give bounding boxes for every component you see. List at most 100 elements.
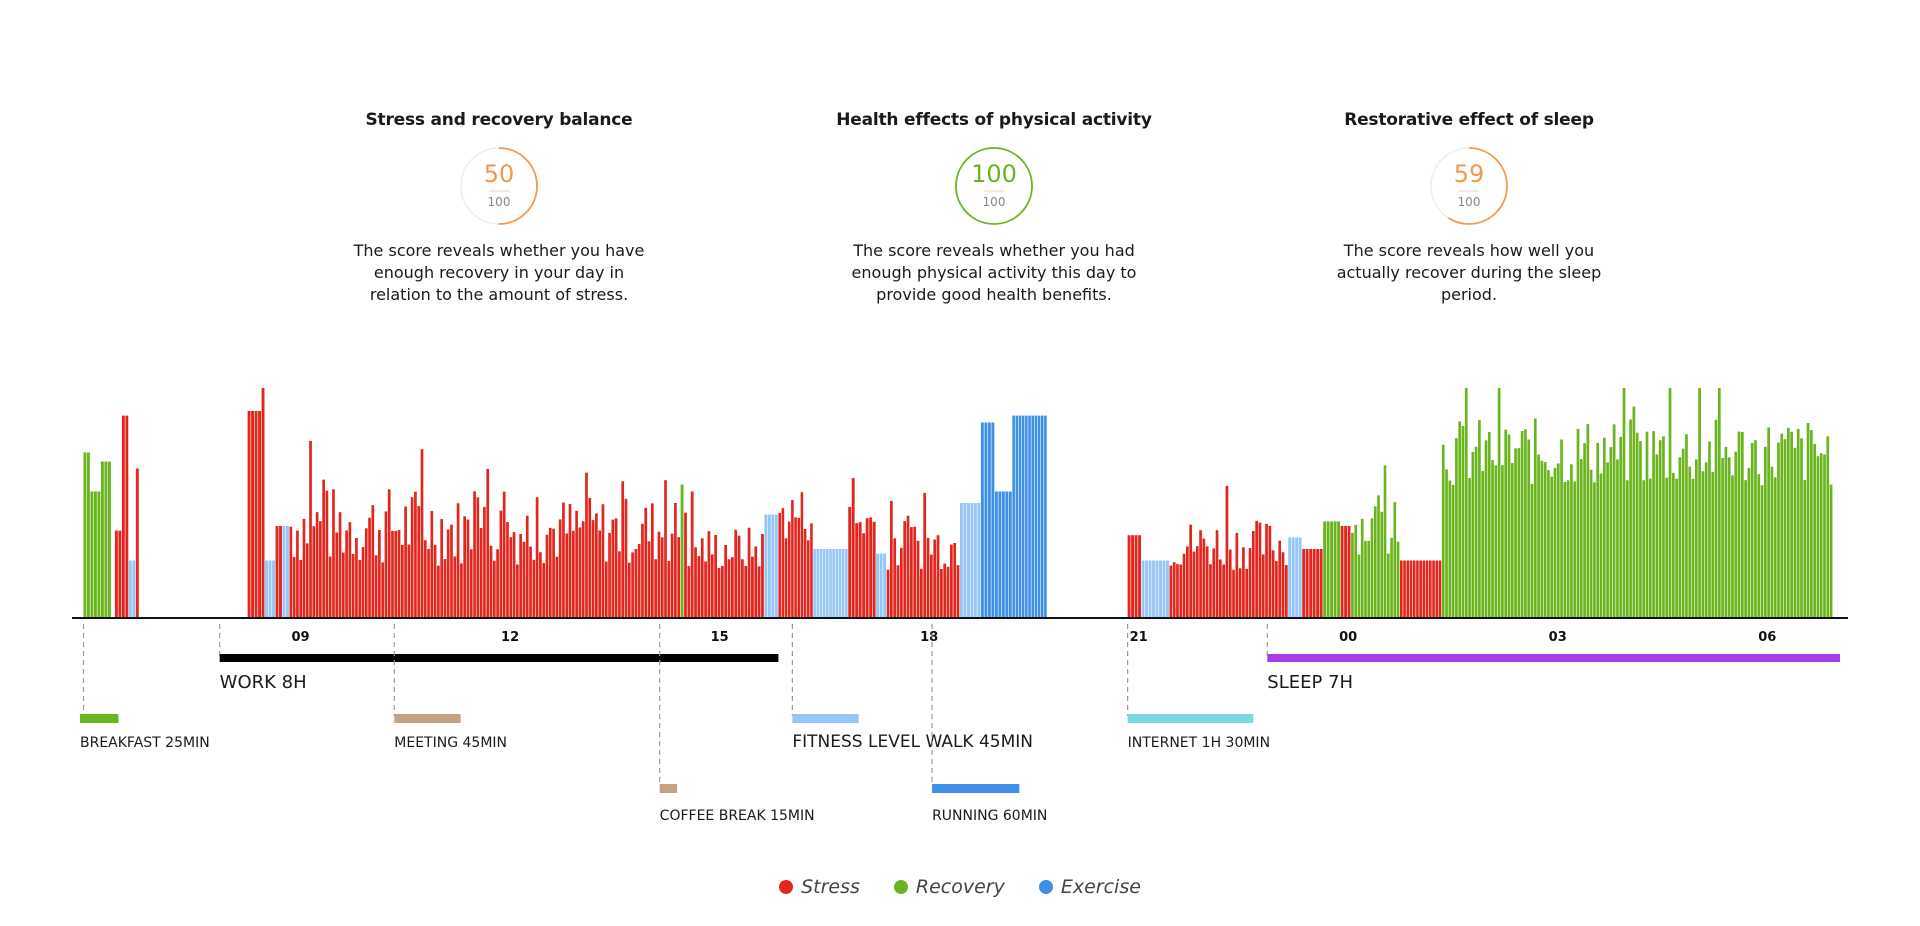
stress-bar <box>296 530 299 618</box>
recovery-bar <box>1326 521 1330 618</box>
stress-bar <box>1138 535 1141 618</box>
stress-bar <box>1238 568 1242 618</box>
recovery-bar <box>1796 428 1800 618</box>
stress-bar <box>900 547 903 618</box>
stress-bar <box>397 529 401 618</box>
recovery-bar <box>1652 431 1655 618</box>
gauge-arc <box>955 147 1033 225</box>
event-duration-bar <box>792 714 859 723</box>
recovery-bar <box>1458 421 1462 618</box>
recovery-bar <box>1635 432 1639 618</box>
recovery-bar <box>1497 388 1501 618</box>
stress-bar <box>578 527 582 618</box>
light-bar <box>835 549 839 618</box>
recovery-bar <box>1563 482 1567 618</box>
x-tick-label: 09 <box>292 630 310 645</box>
recovery-bar <box>1826 436 1830 618</box>
recovery-bar <box>1445 469 1448 618</box>
stress-bar <box>903 521 907 618</box>
stress-bar <box>784 538 788 618</box>
stress-bar <box>1222 564 1225 618</box>
gauge-arc <box>1430 147 1508 225</box>
recovery-bar <box>1556 463 1560 618</box>
legend-label: Exercise <box>1060 876 1141 898</box>
light-bar <box>1295 537 1299 618</box>
stress-bar <box>351 553 355 618</box>
light-bar <box>832 549 835 618</box>
stress-bar <box>869 517 873 618</box>
stress-bar <box>595 513 598 618</box>
light-bar <box>963 503 967 618</box>
stress-bar <box>865 518 869 618</box>
recovery-bar <box>1787 427 1790 618</box>
stress-bar <box>641 523 644 618</box>
recovery-bar <box>1619 436 1623 618</box>
stress-bar <box>565 533 569 618</box>
stress-bar <box>358 559 362 618</box>
stress-bar <box>400 544 404 618</box>
stress-bar <box>289 526 293 618</box>
daily-timeline-chart: 09 12 15 18 21 00 03 06 WORK 8H SLEEP 7H BREAKFAST… <box>72 388 1848 824</box>
stress-bar <box>1182 553 1186 618</box>
light-bar <box>845 549 848 618</box>
stress-bar <box>627 562 631 618</box>
event-duration-bar <box>932 784 1020 793</box>
stress-bar <box>509 537 513 618</box>
recovery-bar <box>1333 521 1337 618</box>
exercise-bar <box>1037 415 1041 618</box>
stress-bar <box>1432 560 1435 618</box>
stress-bar <box>741 559 744 618</box>
stress-bar <box>1416 560 1419 618</box>
stress-bar <box>851 478 855 618</box>
recovery-bar <box>1364 540 1367 618</box>
stress-bar <box>1255 520 1258 618</box>
score-max: 100 <box>1458 195 1481 209</box>
recovery-bar <box>1783 439 1787 618</box>
recovery-bar <box>1622 388 1626 618</box>
recovery-bar <box>1648 478 1652 618</box>
card-title: Stress and recovery balance <box>365 110 633 130</box>
light-bar <box>1155 560 1159 618</box>
stress-bar <box>855 523 859 618</box>
recovery-bar <box>1708 441 1711 618</box>
recovery-bar <box>1527 439 1531 618</box>
stress-bar <box>299 559 303 618</box>
legend-label: Recovery <box>915 876 1005 898</box>
recovery-bar <box>1616 459 1619 618</box>
stress-bar <box>737 535 741 618</box>
stress-bar <box>727 559 731 618</box>
light-bar <box>841 549 845 618</box>
stress-bar <box>910 527 913 618</box>
card-title: Restorative effect of sleep <box>1344 110 1594 130</box>
stress-bar <box>309 440 312 618</box>
light-bar <box>876 553 880 618</box>
recovery-bar <box>1629 419 1632 618</box>
stress-bar <box>371 505 375 618</box>
recovery-bar <box>1813 443 1816 618</box>
stress-bar <box>453 556 457 618</box>
stress-bar <box>1271 550 1275 618</box>
light-bar <box>966 503 970 618</box>
stress-bar <box>1232 569 1235 618</box>
recovery-bar <box>1484 440 1488 618</box>
stress-bar <box>1202 538 1206 618</box>
stress-bar <box>634 549 638 618</box>
light-bar <box>1166 560 1169 618</box>
stress-bar <box>486 468 490 618</box>
recovery-bar <box>1593 482 1596 618</box>
stress-bar <box>1245 568 1249 618</box>
recovery-bar <box>1658 440 1662 618</box>
stress-bar <box>631 552 634 618</box>
stress-bar <box>496 549 499 618</box>
recovery-bar <box>1780 433 1784 618</box>
recovery-bar <box>1642 480 1646 618</box>
recovery-bar <box>1354 524 1358 618</box>
score-value: 50 <box>484 160 515 188</box>
stress-bar <box>374 555 378 618</box>
event-internet-1h-30min: INTERNET 1H 30MIN <box>1127 624 1270 751</box>
stress-bar <box>1248 548 1252 618</box>
stress-bar <box>525 515 529 618</box>
stress-bar <box>1192 551 1196 618</box>
recovery-bar <box>1550 476 1554 618</box>
recovery-bar <box>1816 456 1820 618</box>
